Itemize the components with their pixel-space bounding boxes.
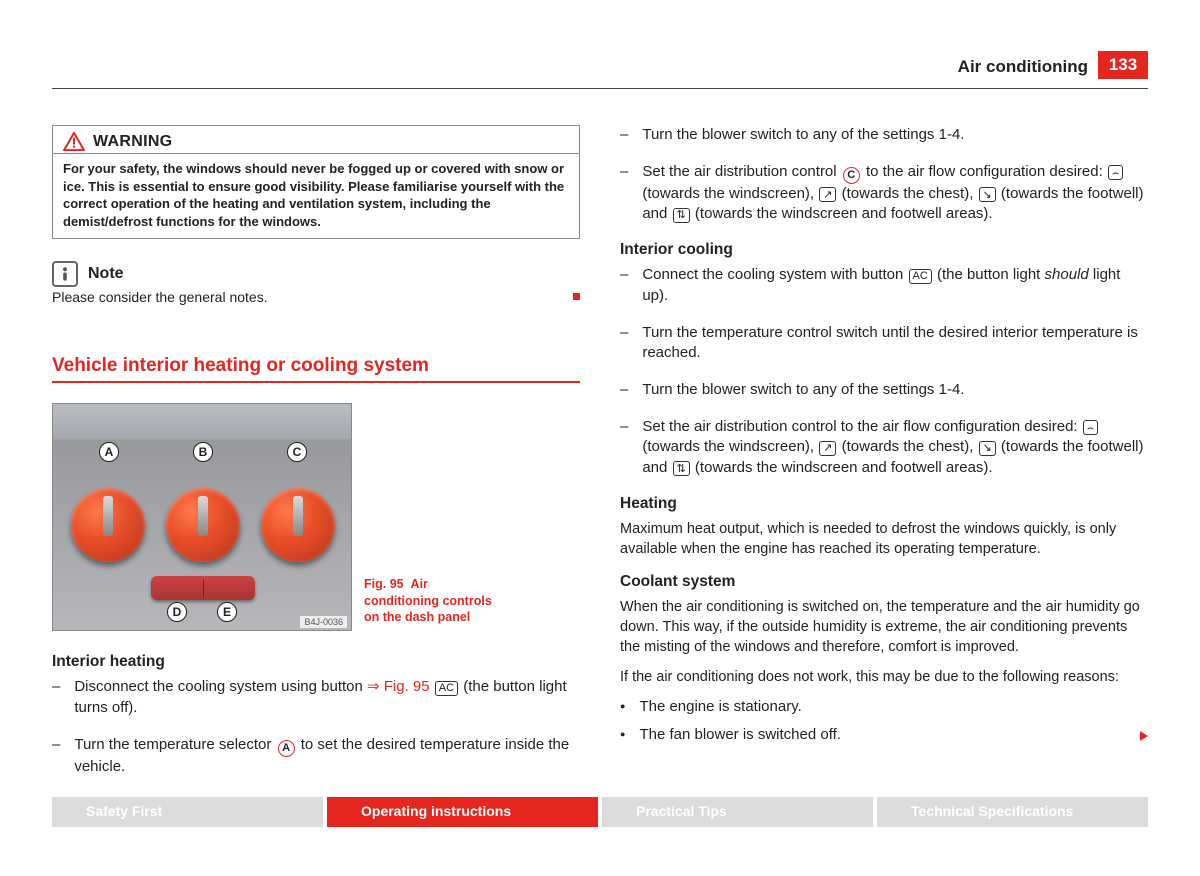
list-item: Disconnect the cooling system using butt… [52,677,580,718]
figure-caption: Fig. 95 Air conditioning controls on the… [364,576,494,625]
interior-cooling-list: Connect the cooling system with button A… [620,265,1148,479]
page-header: Air conditioning 133 [52,55,1148,89]
note-header: Note [52,261,580,287]
figure-label-c: C [287,442,307,462]
footwell-icon: ↘ [979,187,996,202]
footer-tabs: Safety First Operating instructions Prac… [52,797,1148,827]
list-item-text: Set the air distribution control C to th… [642,162,1148,225]
tab-technical-specifications[interactable]: Technical Specifications [877,797,1148,827]
list-item: Set the air distribution control to the … [620,417,1148,479]
dash-bullet-icon [620,380,628,401]
list-item-text: Turn the blower switch to any of the set… [642,125,964,146]
continue-arrow-icon [1140,731,1148,741]
tab-safety-first[interactable]: Safety First [52,797,323,827]
list-item: The fan blower is switched off. [620,725,1148,746]
windscreen-footwell-icon: ⇅ [673,461,690,476]
dash-bullet-icon [620,265,628,306]
dash-bullet-icon [52,735,60,778]
interior-heating-title: Interior heating [52,653,580,671]
left-column: WARNING For your safety, the windows sho… [52,125,580,793]
ac-controls-figure: A B C D E B4J-0036 [52,403,352,631]
figure-reference: ⇒ Fig. 95 [367,678,430,695]
coolant-title: Coolant system [620,573,1148,591]
list-item: Set the air distribution control C to th… [620,162,1148,225]
warning-header: WARNING [53,126,579,153]
list-item: Turn the blower switch to any of the set… [620,125,1148,146]
list-item-text: Connect the cooling system with button A… [642,265,1148,306]
ac-keycap-icon: AC [909,269,932,284]
note-text-row: Please consider the general notes. [52,287,580,305]
right-column: Turn the blower switch to any of the set… [620,125,1148,793]
section-heading: Vehicle interior heating or cooling syst… [52,355,580,383]
coolant-p2: If the air conditioning does not work, t… [620,667,1148,687]
dash-bullet-icon [52,677,60,718]
ac-keycap-icon: AC [435,681,458,696]
list-item-text: Disconnect the cooling system using butt… [74,677,580,718]
tab-operating-instructions[interactable]: Operating instructions [327,797,598,827]
info-icon [52,261,78,287]
list-item-text: The fan blower is switched off. [639,725,1148,746]
dash-bullet-icon [620,162,628,225]
warning-triangle-icon [63,132,85,151]
list-item-text: The engine is stationary. [639,697,801,718]
figure-label-b: B [193,442,213,462]
figure-label-a: A [99,442,119,462]
control-c-icon: C [843,167,860,184]
blower-dial [166,488,240,562]
manual-page: Air conditioning 133 WARNING For your sa… [52,55,1148,825]
windscreen-icon: ⌢ [1083,420,1098,435]
list-item: The engine is stationary. [620,697,1148,718]
figure-caption-prefix: Fig. 95 [364,577,404,591]
dash-bullet-icon [620,125,628,146]
list-item: Turn the temperature control switch unti… [620,323,1148,364]
list-item: Turn the blower switch to any of the set… [620,380,1148,401]
heating-text: Maximum heat output, which is needed to … [620,519,1148,559]
windscreen-icon: ⌢ [1108,165,1123,180]
interior-cooling-title: Interior cooling [620,241,1148,259]
page-number-badge: 133 [1098,51,1148,79]
figure-label-e: E [217,602,237,622]
bullet-icon [620,725,625,746]
windscreen-footwell-icon: ⇅ [673,208,690,223]
interior-heating-list: Disconnect the cooling system using butt… [52,677,580,777]
chest-icon: ↗ [819,441,836,456]
heating-title: Heating [620,495,1148,513]
bullet-icon [620,697,625,718]
coolant-p1: When the air conditioning is switched on… [620,597,1148,657]
distribution-dial [261,488,335,562]
list-item: Connect the cooling system with button A… [620,265,1148,306]
header-section-title: Air conditioning [958,57,1088,77]
dash-bullet-icon [620,417,628,479]
italic-text: should [1045,266,1089,283]
list-item-text: Set the air distribution control to the … [642,417,1148,479]
tab-practical-tips[interactable]: Practical Tips [602,797,873,827]
list-item-text: Turn the temperature selector A to set t… [74,735,580,778]
figure-code: B4J-0036 [300,616,347,628]
figure-label-d: D [167,602,187,622]
note-label: Note [88,265,124,283]
warning-body: For your safety, the windows should neve… [53,153,579,238]
ac-button-row [151,576,255,600]
dash-bullet-icon [620,323,628,364]
figure-row: A B C D E B4J-0036 Fig. 95 Air condition… [52,403,580,631]
warning-label: WARNING [93,133,172,151]
note-text: Please consider the general notes. [52,289,268,305]
list-item-text: Turn the blower switch to any of the set… [642,380,964,401]
list-item-text: Turn the temperature control switch unti… [642,323,1148,364]
list-item: Turn the temperature selector A to set t… [52,735,580,778]
note-end-marker-icon [573,293,580,300]
content-columns: WARNING For your safety, the windows sho… [52,125,1148,793]
top-list: Turn the blower switch to any of the set… [620,125,1148,225]
chest-icon: ↗ [819,187,836,202]
footwell-icon: ↘ [979,441,996,456]
coolant-bullets: The engine is stationary. The fan blower… [620,697,1148,746]
control-a-icon: A [278,740,295,757]
warning-box: WARNING For your safety, the windows sho… [52,125,580,239]
temperature-dial [71,488,145,562]
